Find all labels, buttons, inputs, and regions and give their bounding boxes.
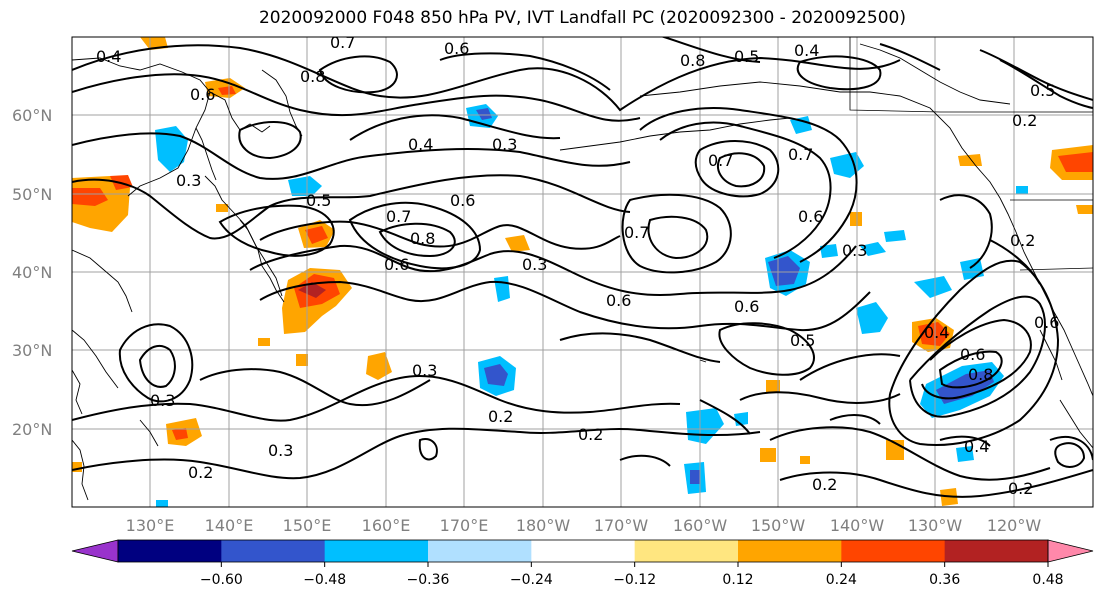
contour-label: 0.4 [924,323,949,342]
colorbar-arrow-right [1047,539,1094,563]
contour-label: 0.5 [306,191,331,210]
lon-label: 160°E [362,516,411,535]
contour-label: 0.6 [960,345,985,364]
contour-label: 0.6 [190,85,215,104]
contour-label: 0.4 [794,41,819,60]
colorbar-segment [324,540,429,562]
plot-frame [71,36,1094,508]
contour-label: 0.5 [790,331,815,350]
contour-label: 0.2 [1010,231,1035,250]
contour-labels: 0.4 0.7 0.6 0.8 0.5 0.8 0.6 0.3 0.4 0.3 … [96,33,1059,498]
contour-label: 0.2 [188,463,213,482]
contour-label: 0.3 [412,361,437,380]
lon-label: 120°W [987,516,1042,535]
contour-label: 0.4 [96,47,121,66]
contour-label: 0.7 [708,151,733,170]
contour-label: 0.7 [386,207,411,226]
lon-label: 140°W [830,516,885,535]
contour-label: 0.5 [734,47,759,66]
contour-label: 0.8 [410,229,435,248]
contour-label: 0.7 [788,145,813,164]
lat-label: 60°N [12,106,52,125]
contour-label: 0.2 [1012,111,1037,130]
lon-label: 180°W [516,516,571,535]
lat-label: 40°N [12,263,52,282]
contour-label: 0.3 [176,171,201,190]
colorbar-tick-label: 0.36 [929,572,960,588]
contour-label: 0.3 [522,255,547,274]
contour-label: 0.2 [488,407,513,426]
contour-label: 0.2 [578,425,603,444]
lon-label: 170°W [594,516,649,535]
lon-labels: 130°E 140°E 150°E 160°E 170°E 180°W 170°… [126,516,1042,535]
lon-label: 140°E [205,516,254,535]
contour-label: 0.4 [964,437,989,456]
contour-label: 0.3 [150,391,175,410]
contour-label: 0.4 [408,135,433,154]
contour-label: 0.8 [300,67,325,86]
colorbar-tick-label: 0.24 [826,572,857,588]
lat-label: 20°N [12,420,52,439]
contour-label: 0.2 [1008,479,1033,498]
colorbar-segment [118,540,222,562]
contour-label: 0.3 [268,441,293,460]
contour-label: 0.6 [606,291,631,310]
colorbar-segment [634,540,739,562]
contour-label: 0.7 [330,33,355,52]
colorbar-tick-label: −0.60 [200,572,243,588]
contour-label: 0.6 [384,255,409,274]
pv-contours [72,37,1093,498]
lon-label: 130°E [126,516,175,535]
contour-label: 0.6 [734,297,759,316]
contour-label: 0.8 [968,365,993,384]
lon-label: 130°W [908,516,963,535]
contour-label: 0.6 [450,191,475,210]
colorbar-tick-label: −0.12 [613,572,656,588]
lat-label: 30°N [12,341,52,360]
colorbar-segment [221,540,326,562]
colorbar-frame [117,539,1049,563]
lat-labels: 60°N 50°N 40°N 30°N 20°N [12,106,52,439]
contour-label: 0.8 [680,51,705,70]
contour-label: 0.6 [798,207,823,226]
colorbar-segment [531,540,636,562]
contour-label: 0.2 [812,475,837,494]
contour-label: 0.6 [1034,313,1059,332]
contour-label: 0.3 [842,241,867,260]
colorbar: −0.60 −0.48 −0.36 −0.24 −0.12 0.12 0.24 0.36 0.4… [71,539,1094,588]
colorbar-segment [428,540,532,562]
contour-label: 0.6 [444,39,469,58]
lon-label: 150°E [283,516,332,535]
colorbar-segment [841,540,946,562]
colorbar-tick-label: 0.12 [722,572,753,588]
contour-label: 0.7 [624,223,649,242]
contour-label: 0.5 [1030,81,1055,100]
map-panel: 0.4 0.7 0.6 0.8 0.5 0.8 0.6 0.3 0.4 0.3 … [72,33,1093,507]
colorbar-tick-label: 0.48 [1032,572,1063,588]
lon-label: 170°E [440,516,489,535]
colorbar-segment [944,540,1049,562]
colorbar-tick-label: −0.36 [407,572,450,588]
colorbar-tick-label: −0.48 [303,572,346,588]
map-title: 2020092000 F048 850 hPa PV, IVT Landfall… [258,8,906,28]
contour-label: 0.3 [492,135,517,154]
lon-label: 160°W [673,516,728,535]
colorbar-tick-label: −0.24 [510,572,553,588]
colorbar-arrow-left [71,539,119,563]
lon-label: 150°W [751,516,806,535]
lat-label: 50°N [12,185,52,204]
colorbar-segment [738,540,842,562]
